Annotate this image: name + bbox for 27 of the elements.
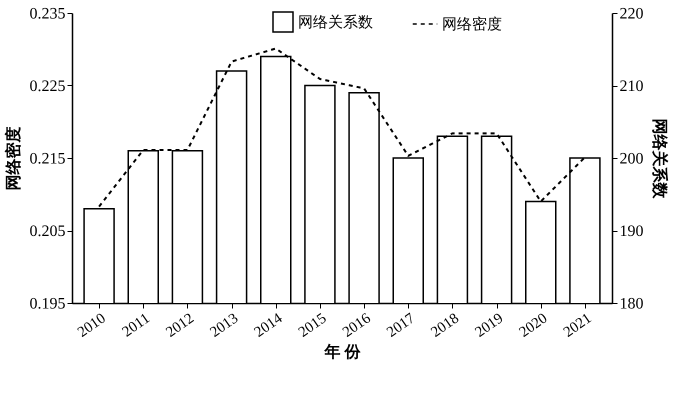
x-tick-label: 2017 bbox=[384, 310, 418, 341]
y2-tick-label: 220 bbox=[620, 6, 644, 22]
y-axis-title: 网络密度 bbox=[4, 126, 22, 190]
y2-axis-title: 网络关系数 bbox=[650, 118, 668, 200]
y2-tick-label: 190 bbox=[620, 223, 644, 240]
x-tick-label: 2021 bbox=[560, 310, 595, 341]
y-tick-label: 0.195 bbox=[30, 296, 66, 312]
y2-tick-label: 200 bbox=[620, 150, 644, 168]
y2-tick-label: 180 bbox=[620, 296, 644, 312]
x-tick-label: 2014 bbox=[252, 310, 286, 341]
x-tick-label: 2020 bbox=[516, 310, 550, 341]
x-tick-label: 2019 bbox=[472, 310, 506, 341]
x-tick-label: 2016 bbox=[340, 310, 374, 341]
x-axis-title: 年 份 bbox=[324, 342, 362, 361]
x-tick-label: 2013 bbox=[208, 310, 242, 341]
x-tick-label: 2018 bbox=[428, 310, 462, 341]
y2-tick-label: 210 bbox=[620, 78, 644, 95]
x-tick-label: 2015 bbox=[296, 310, 330, 341]
x-tick-label: 2012 bbox=[163, 310, 198, 341]
x-tick-label: 2010 bbox=[75, 310, 109, 341]
y-tick-label: 0.225 bbox=[30, 78, 66, 95]
x-tick-label: 2011 bbox=[120, 310, 153, 340]
y-tick-label: 0.205 bbox=[30, 223, 66, 240]
y-tick-label: 0.215 bbox=[30, 150, 66, 168]
legend-label: 网络关系数 bbox=[298, 14, 373, 31]
legend-label: 网络密度 bbox=[442, 16, 502, 33]
y-tick-label: 0.235 bbox=[30, 6, 66, 22]
